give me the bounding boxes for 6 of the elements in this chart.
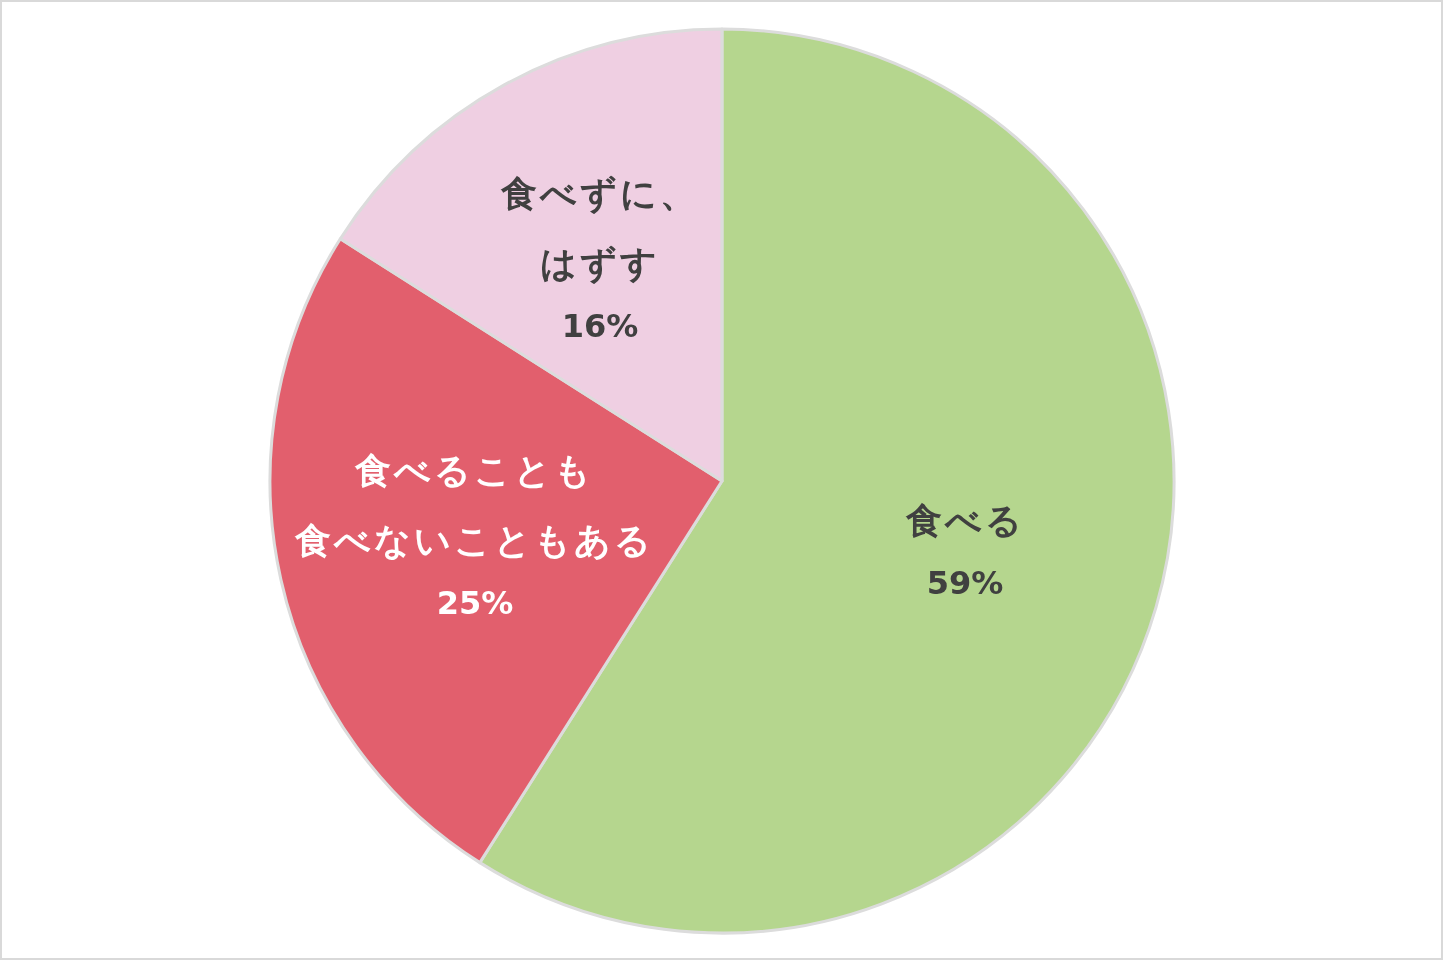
slice-label: 食べることも食べないこともある xyxy=(295,449,655,561)
data-label: 16% xyxy=(561,306,639,345)
slice-label: 食べずに、はずす xyxy=(501,172,700,284)
data-label: 59% xyxy=(926,564,1004,603)
slice-label: 食べる xyxy=(905,499,1025,541)
data-label: 25% xyxy=(436,583,514,622)
